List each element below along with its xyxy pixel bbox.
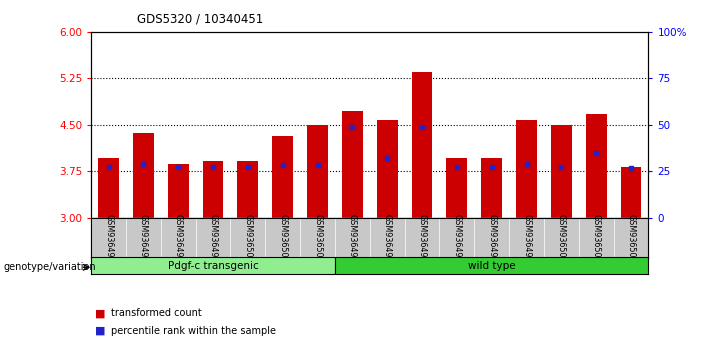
Text: GSM936491: GSM936491 (139, 214, 148, 262)
Text: GSM936505: GSM936505 (627, 214, 636, 262)
Text: GSM936495: GSM936495 (418, 214, 426, 262)
Bar (238, 161, 259, 218)
Bar (335, 257, 648, 274)
Text: ■: ■ (95, 326, 105, 336)
Text: GSM936504: GSM936504 (313, 214, 322, 262)
Bar (447, 158, 468, 218)
Bar (91, 257, 335, 274)
Text: GSM936498: GSM936498 (487, 214, 496, 262)
Bar (482, 158, 502, 218)
Text: GSM936502: GSM936502 (592, 214, 601, 262)
Text: Pdgf-c transgenic: Pdgf-c transgenic (168, 261, 259, 271)
Bar (168, 164, 189, 218)
Text: percentile rank within the sample: percentile rank within the sample (111, 326, 275, 336)
Bar (98, 158, 119, 218)
Text: GSM936499: GSM936499 (522, 214, 531, 262)
Bar (586, 114, 606, 218)
Text: GSM936493: GSM936493 (383, 214, 392, 262)
Bar (307, 125, 328, 218)
Text: GSM936492: GSM936492 (348, 214, 357, 262)
Bar (203, 161, 224, 218)
Text: GSM936497: GSM936497 (208, 214, 217, 262)
Text: GSM936503: GSM936503 (278, 214, 287, 262)
Text: GSM936494: GSM936494 (174, 214, 183, 262)
Bar (411, 72, 433, 218)
Bar (376, 120, 397, 218)
Bar (516, 120, 537, 218)
Bar (272, 136, 293, 218)
Bar (620, 167, 641, 218)
Text: ■: ■ (95, 308, 105, 318)
Text: GSM936490: GSM936490 (104, 214, 113, 262)
Bar (133, 133, 154, 218)
Text: GSM936496: GSM936496 (452, 214, 461, 262)
Text: GSM936501: GSM936501 (243, 214, 252, 262)
Bar (342, 110, 363, 218)
Text: genotype/variation: genotype/variation (4, 262, 96, 272)
Text: GDS5320 / 10340451: GDS5320 / 10340451 (137, 12, 263, 25)
Text: transformed count: transformed count (111, 308, 201, 318)
Text: wild type: wild type (468, 261, 515, 271)
Text: GSM936500: GSM936500 (557, 214, 566, 262)
Bar (551, 125, 572, 218)
